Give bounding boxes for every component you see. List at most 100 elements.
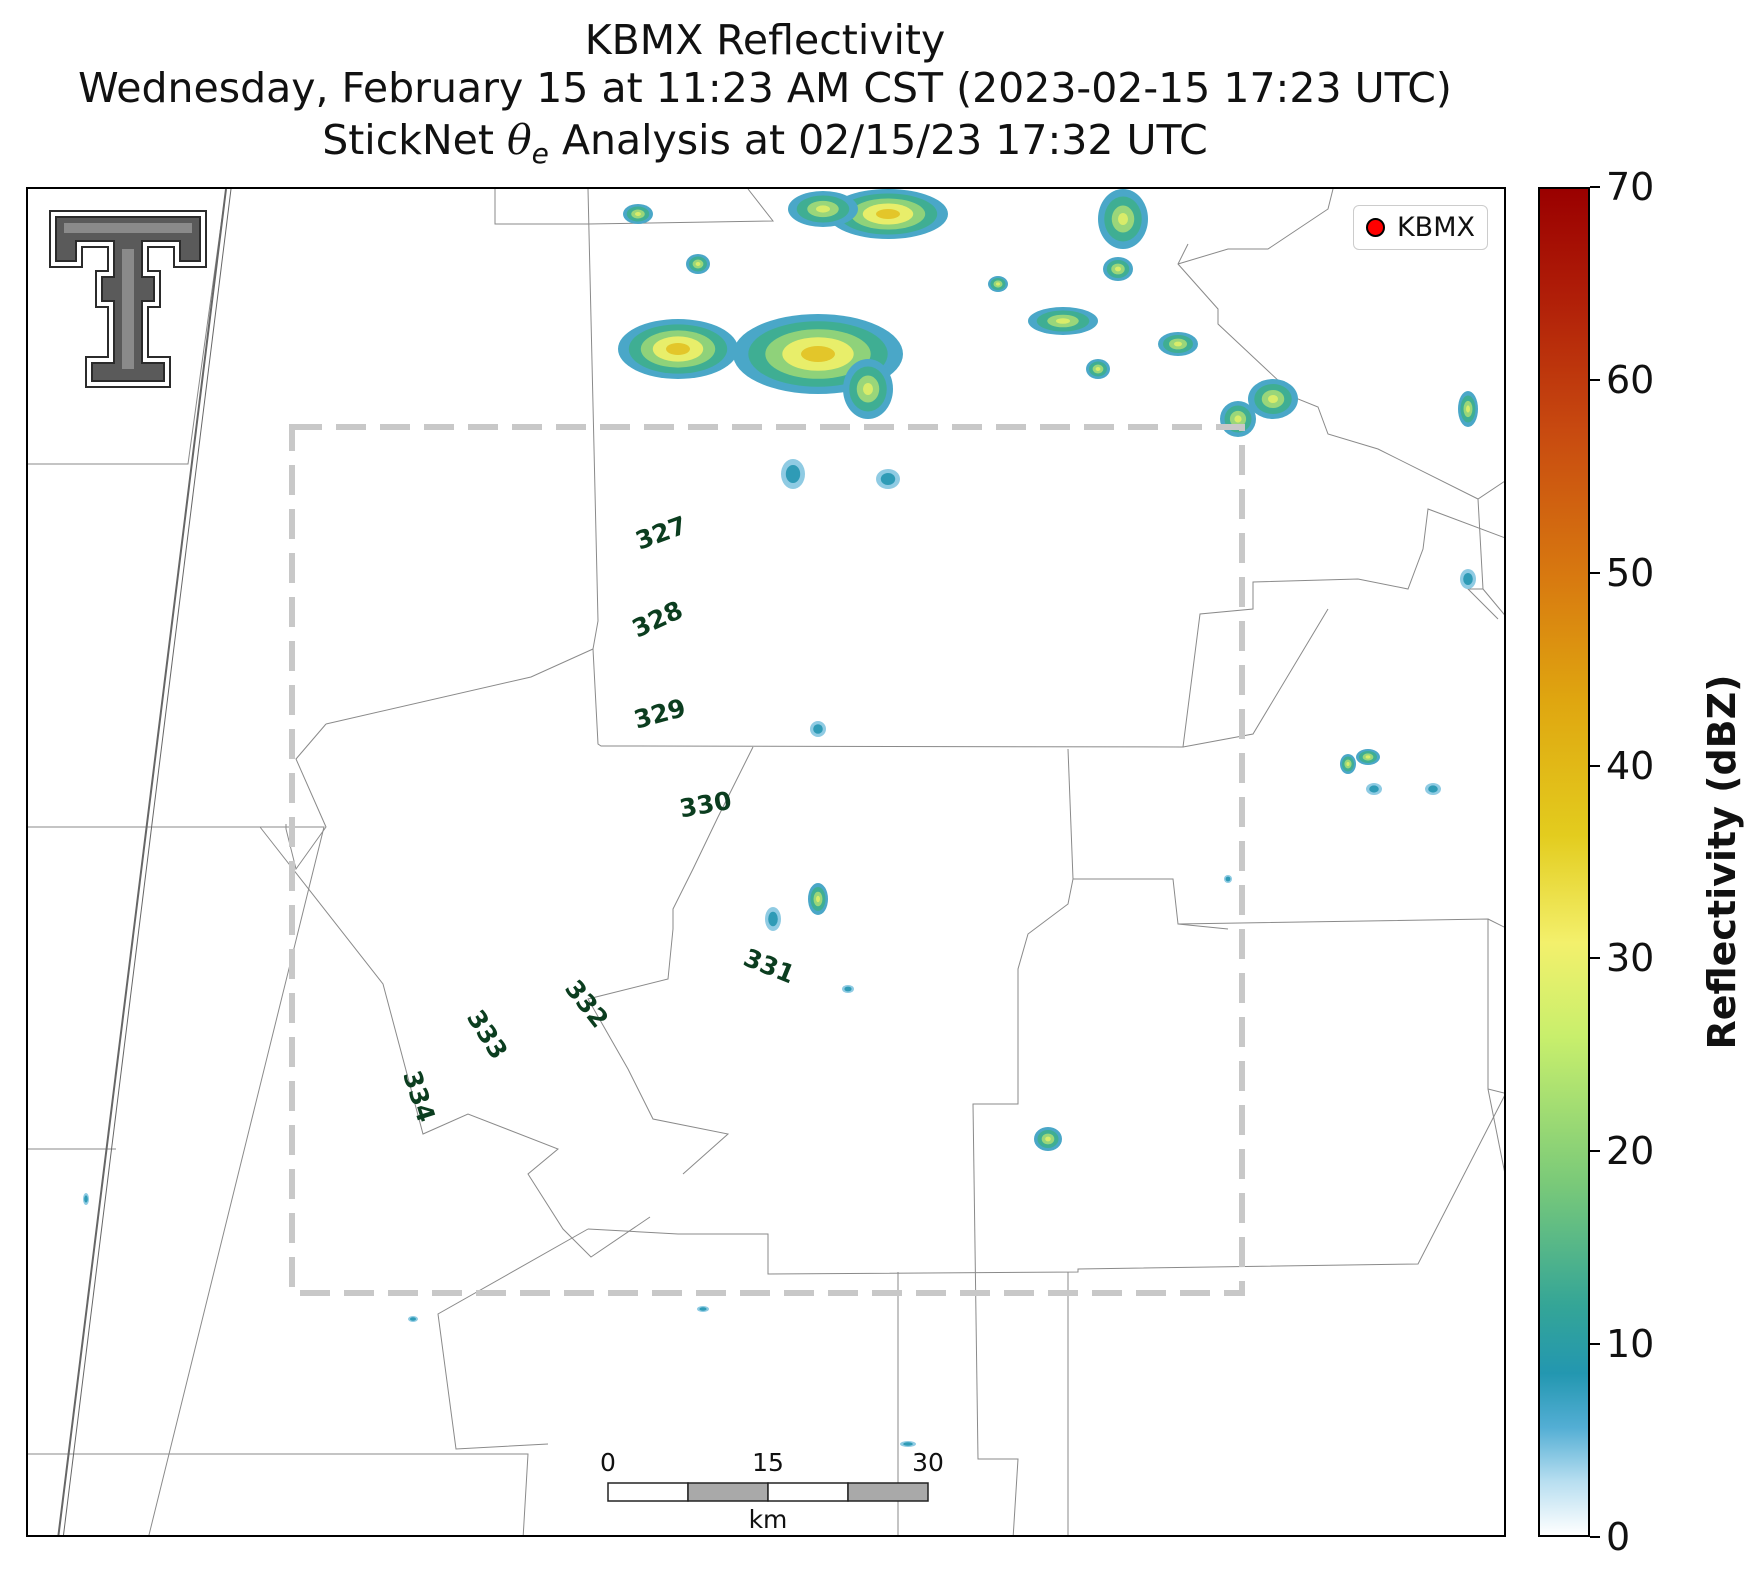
- state-line: [57, 189, 227, 1535]
- radar-echo: [1428, 785, 1438, 793]
- radar-echo: [1118, 213, 1128, 225]
- contour-label-333: 333: [461, 1005, 513, 1065]
- analysis-suffix: Analysis at 02/15/23 17:32 UTC: [548, 116, 1208, 164]
- contour-label-330: 330: [677, 786, 733, 824]
- colorbar-tick-label: 20: [1606, 1129, 1655, 1174]
- county-line: [259, 826, 651, 1258]
- radar-echo: [84, 1195, 88, 1203]
- radar-echo: [666, 343, 690, 355]
- county-line: [1466, 588, 1499, 620]
- state-border: [57, 189, 232, 1535]
- radar-echo: [876, 209, 900, 219]
- texas-tech-logo-icon: [49, 210, 207, 388]
- radar-echo: [695, 262, 701, 266]
- colorbar-tick-label: 30: [1606, 936, 1655, 981]
- county-line: [592, 508, 1504, 748]
- colorbar-tick-label: 50: [1606, 550, 1655, 595]
- county-line: [437, 1228, 589, 1450]
- colorbar-tick: [1590, 1150, 1600, 1153]
- radar-echo: [1225, 876, 1231, 882]
- colorbar-tick-label: 70: [1606, 165, 1655, 209]
- county-line: [325, 189, 599, 725]
- colorbar-tick: [1590, 1536, 1600, 1538]
- colorbar-tick: [1590, 957, 1600, 960]
- contour-331: [486, 862, 1016, 1101]
- colorbar-tick: [1590, 186, 1600, 188]
- contour-330: [486, 778, 1050, 859]
- map-panel: 327 328 329 330 331 332 333 334 KBMX: [26, 187, 1506, 1537]
- contour-label-328: 328: [628, 595, 688, 643]
- contour-label-332: 332: [559, 974, 614, 1033]
- theta-e-contours: [392, 460, 1050, 1198]
- radar-echo: [1045, 1136, 1051, 1142]
- county-line: [1487, 1088, 1504, 1172]
- scale-label-15: 15: [752, 1448, 784, 1477]
- radar-echo: [880, 473, 896, 485]
- radar-echo: [785, 465, 801, 483]
- contour-label-327: 327: [632, 510, 691, 555]
- reflectivity-colorbar: [1538, 187, 1590, 1537]
- legend-label: KBMX: [1396, 212, 1475, 243]
- map-subtitle-time: Wednesday, February 15 at 11:23 AM CST (…: [78, 64, 1452, 112]
- county-line: [1182, 608, 1329, 748]
- radar-echo: [801, 346, 835, 362]
- county-line: [28, 826, 325, 1535]
- radar-echo: [1365, 755, 1371, 759]
- analysis-domain-box: [289, 424, 1245, 1296]
- radar-echo: [903, 1442, 913, 1446]
- radar-echo: [1056, 318, 1070, 324]
- county-line: [1487, 918, 1504, 928]
- analysis-prefix: StickNet: [322, 116, 507, 164]
- radar-echo: [844, 986, 852, 992]
- colorbar-tick: [1590, 764, 1600, 767]
- county-line: [587, 1095, 1504, 1275]
- map-legend: KBMX: [1352, 205, 1488, 250]
- scale-label-0: 0: [600, 1448, 616, 1477]
- radar-echo: [1234, 415, 1242, 423]
- county-line: [1177, 189, 1334, 265]
- radar-echo: [1174, 341, 1182, 347]
- radar-echo: [1466, 405, 1470, 413]
- radar-echo: [863, 383, 873, 395]
- scale-unit: km: [748, 1505, 788, 1534]
- county-line: [1073, 878, 1504, 1094]
- county-line: [587, 746, 754, 1175]
- colorbar-tick-label: 10: [1606, 1322, 1655, 1367]
- radar-echo: [816, 205, 830, 213]
- county-line: [28, 1453, 529, 1535]
- colorbar-tick-label: 60: [1606, 357, 1655, 402]
- radar-echo: [699, 1307, 707, 1311]
- theta-symbol: θ: [506, 116, 532, 164]
- contour-label-331: 331: [740, 943, 799, 989]
- radar-echo: [813, 724, 823, 734]
- colorbar-tick-label: 0: [1606, 1515, 1631, 1559]
- radar-echo: [996, 282, 1000, 286]
- county-line: [28, 189, 227, 465]
- colorbar-title: Reflectivity (dBZ): [1700, 674, 1744, 1050]
- contour-327: [581, 460, 813, 566]
- radar-echo: [816, 895, 820, 903]
- contour-label-329: 329: [631, 693, 689, 735]
- county-line: [1177, 923, 1229, 930]
- map-title: KBMX Reflectivity: [584, 16, 946, 64]
- radar-echo: [1463, 573, 1473, 585]
- map-subtitle-analysis: StickNet θe Analysis at 02/15/23 17:32 U…: [0, 116, 1530, 178]
- county-line: [285, 723, 327, 871]
- radar-echo: [1369, 785, 1379, 793]
- colorbar-tick: [1590, 571, 1600, 574]
- radar-echo: [410, 1317, 416, 1321]
- radar-echo: [768, 911, 778, 927]
- scale-label-30: 30: [912, 1448, 944, 1477]
- contour-328: [563, 534, 798, 645]
- colorbar-tick: [1590, 378, 1600, 381]
- radar-echo: [1095, 367, 1101, 371]
- map-canvas: 327 328 329 330 331 332 333 334: [28, 189, 1504, 1535]
- county-line: [972, 748, 1074, 1535]
- radar-echo: [1268, 395, 1278, 403]
- colorbar-tick-label: 40: [1606, 743, 1655, 788]
- contour-label-334: 334: [397, 1067, 441, 1126]
- radar-echo: [1115, 266, 1121, 272]
- theta-subscript: e: [531, 137, 549, 171]
- county-line: [1477, 498, 1504, 615]
- radar-site-marker-icon: [1365, 218, 1385, 237]
